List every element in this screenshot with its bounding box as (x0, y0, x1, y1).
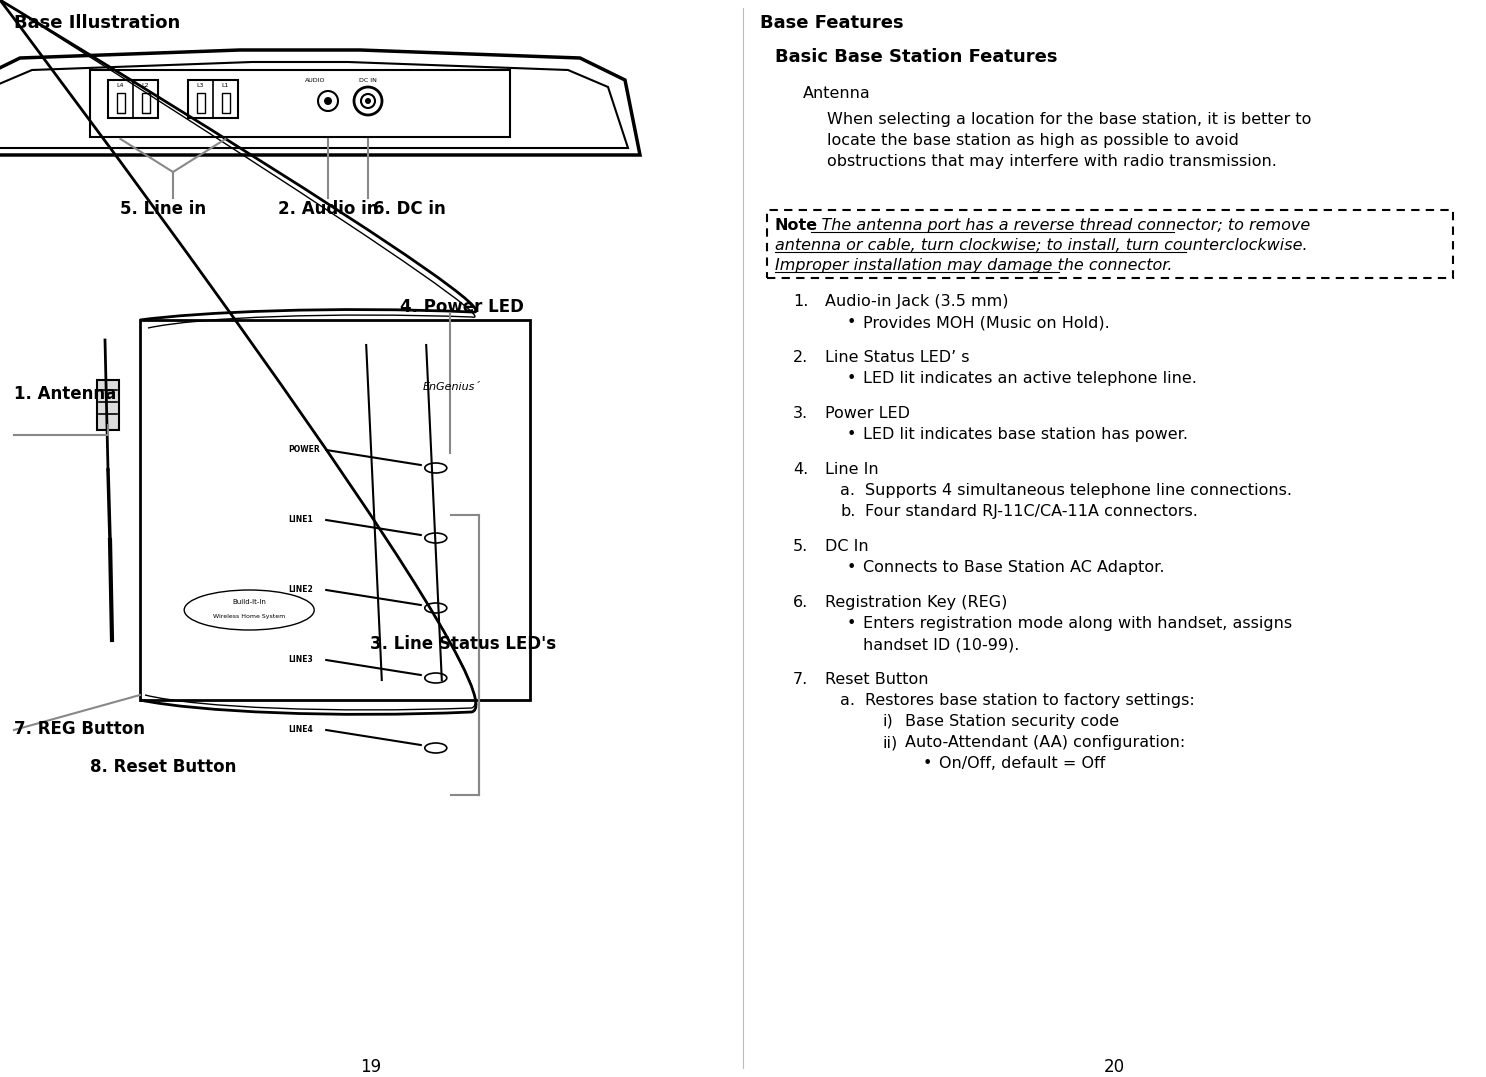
Text: 5. Line in: 5. Line in (120, 200, 207, 218)
Text: b.: b. (840, 504, 856, 519)
Text: LED lit indicates an active telephone line.: LED lit indicates an active telephone li… (863, 370, 1196, 386)
Text: Basic Base Station Features: Basic Base Station Features (776, 48, 1058, 66)
Text: Enters registration mode along with handset, assigns: Enters registration mode along with hand… (863, 616, 1293, 631)
Text: DC IN: DC IN (360, 78, 377, 83)
Text: Supports 4 simultaneous telephone line connections.: Supports 4 simultaneous telephone line c… (865, 482, 1291, 498)
Bar (140, 320, 531, 700)
Text: LINE2: LINE2 (288, 586, 314, 595)
Text: Build-It-In: Build-It-In (232, 599, 266, 605)
Bar (116, 93, 125, 113)
Text: Power LED: Power LED (825, 406, 909, 421)
Text: Audio-in Jack (3.5 mm): Audio-in Jack (3.5 mm) (825, 294, 1009, 309)
Text: Four standard RJ-11C/CA-11A connectors.: Four standard RJ-11C/CA-11A connectors. (865, 504, 1198, 519)
Text: Reset Button: Reset Button (825, 672, 929, 687)
Text: antenna or cable, turn clockwise; to install, turn counterclockwise.: antenna or cable, turn clockwise; to ins… (776, 238, 1308, 253)
Text: L2: L2 (141, 83, 149, 88)
Text: Registration Key (REG): Registration Key (REG) (825, 595, 1008, 610)
Bar (97, 380, 119, 430)
Bar (108, 80, 158, 118)
Text: 7.: 7. (794, 672, 808, 687)
Text: Base Illustration: Base Illustration (13, 14, 180, 32)
Text: Antenna: Antenna (802, 86, 871, 101)
Text: LED lit indicates base station has power.: LED lit indicates base station has power… (863, 426, 1187, 442)
Text: : The antenna port has a reverse thread connector; to remove: : The antenna port has a reverse thread … (811, 218, 1311, 233)
Text: •: • (847, 370, 856, 386)
Text: •: • (847, 314, 856, 330)
Text: Auto-Attendant (AA) configuration:: Auto-Attendant (AA) configuration: (905, 735, 1186, 750)
Text: a.: a. (840, 482, 854, 498)
Text: LINE4: LINE4 (288, 726, 314, 735)
Text: When selecting a location for the base station, it is better to: When selecting a location for the base s… (828, 112, 1311, 127)
Text: Base Station security code: Base Station security code (905, 714, 1119, 729)
Text: DC In: DC In (825, 538, 869, 554)
Bar (196, 93, 205, 113)
Text: Line Status LED’ s: Line Status LED’ s (825, 350, 969, 365)
Text: obstructions that may interfere with radio transmission.: obstructions that may interfere with rad… (828, 154, 1276, 169)
Text: 1.: 1. (794, 294, 808, 309)
Bar (221, 93, 229, 113)
Text: 20: 20 (1104, 1058, 1125, 1076)
Bar (189, 80, 238, 118)
Text: 19: 19 (361, 1058, 382, 1076)
Text: Restores base station to factory settings:: Restores base station to factory setting… (865, 693, 1195, 708)
Bar (91, 70, 510, 137)
Text: Note: Note (776, 218, 819, 233)
Text: Connects to Base Station AC Adaptor.: Connects to Base Station AC Adaptor. (863, 560, 1165, 575)
Text: L4: L4 (117, 83, 125, 88)
Text: handset ID (10-99).: handset ID (10-99). (863, 637, 1019, 652)
Text: 1. Antenna: 1. Antenna (13, 384, 116, 403)
Text: 6.: 6. (794, 595, 808, 610)
Text: 4.: 4. (794, 462, 808, 477)
Text: LINE3: LINE3 (288, 656, 314, 665)
Text: L1: L1 (221, 83, 229, 88)
Text: i): i) (883, 714, 893, 729)
Text: locate the base station as high as possible to avoid: locate the base station as high as possi… (828, 132, 1239, 148)
Text: On/Off, default = Off: On/Off, default = Off (939, 756, 1106, 771)
Text: Base Features: Base Features (759, 14, 903, 32)
Text: •: • (847, 426, 856, 442)
Text: POWER: POWER (288, 446, 319, 454)
Text: 3.: 3. (794, 406, 808, 421)
Text: AUDIO: AUDIO (305, 78, 325, 83)
Text: Wireless Home System: Wireless Home System (212, 614, 285, 619)
Text: EnGenius´: EnGenius´ (424, 382, 481, 392)
Text: 5.: 5. (794, 538, 808, 554)
Text: LINE1: LINE1 (288, 516, 314, 524)
Text: 3. Line Status LED's: 3. Line Status LED's (370, 635, 556, 653)
Text: •: • (847, 560, 856, 575)
Bar (141, 93, 150, 113)
Text: 7. REG Button: 7. REG Button (13, 721, 146, 738)
Text: 8. Reset Button: 8. Reset Button (91, 758, 236, 777)
Text: 6. DC in: 6. DC in (373, 200, 446, 218)
Circle shape (366, 98, 372, 104)
Text: 2.: 2. (794, 350, 808, 365)
Text: L3: L3 (196, 83, 204, 88)
Text: •: • (923, 756, 932, 771)
Text: Provides MOH (Music on Hold).: Provides MOH (Music on Hold). (863, 314, 1110, 330)
Text: a.: a. (840, 693, 854, 708)
Text: Improper installation may damage the connector.: Improper installation may damage the con… (776, 258, 1172, 272)
Text: 2. Audio in: 2. Audio in (278, 200, 379, 218)
Circle shape (324, 97, 331, 104)
Text: Line In: Line In (825, 462, 878, 477)
Text: 4. Power LED: 4. Power LED (400, 298, 525, 316)
Text: ii): ii) (883, 735, 898, 750)
Text: •: • (847, 616, 856, 631)
